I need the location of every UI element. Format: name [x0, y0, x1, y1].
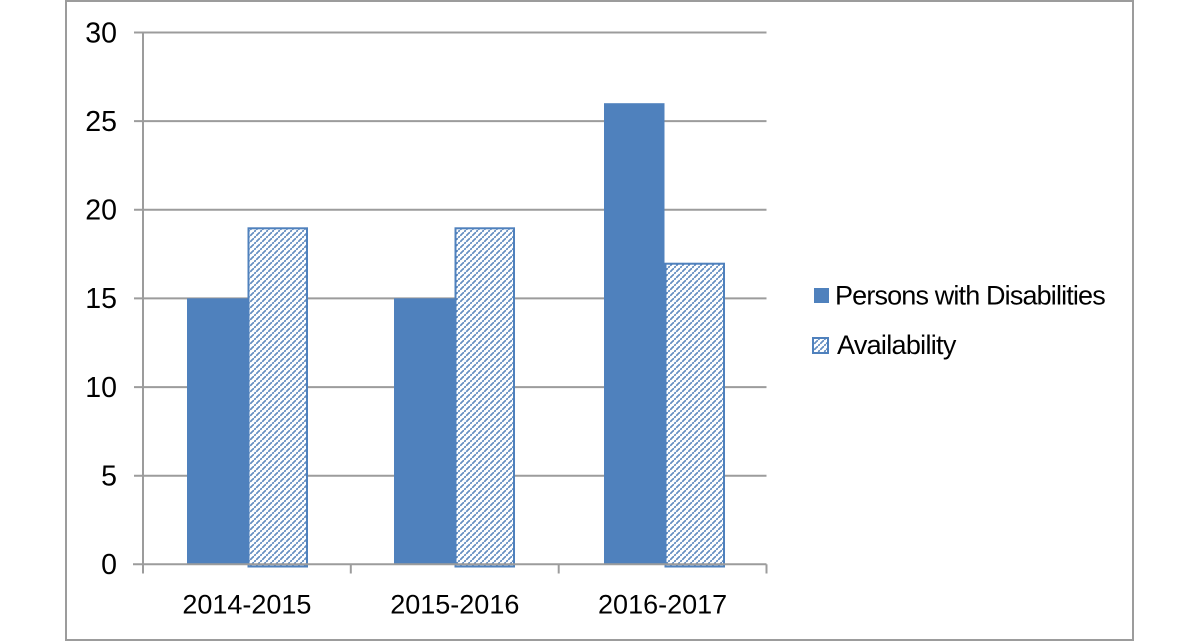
- svg-text:2015-2016: 2015-2016: [390, 590, 519, 620]
- svg-text:Availability: Availability: [837, 330, 957, 360]
- svg-text:5: 5: [101, 461, 117, 493]
- svg-text:2014-2015: 2014-2015: [182, 590, 311, 620]
- svg-text:Persons with Disabilities: Persons with Disabilities: [835, 281, 1105, 311]
- svg-text:2016-2017: 2016-2017: [598, 590, 727, 620]
- svg-text:0: 0: [101, 549, 117, 581]
- svg-text:20: 20: [85, 195, 117, 227]
- svg-text:25: 25: [85, 106, 117, 138]
- svg-text:30: 30: [85, 17, 117, 49]
- svg-text:10: 10: [85, 372, 117, 404]
- svg-text:15: 15: [85, 283, 117, 315]
